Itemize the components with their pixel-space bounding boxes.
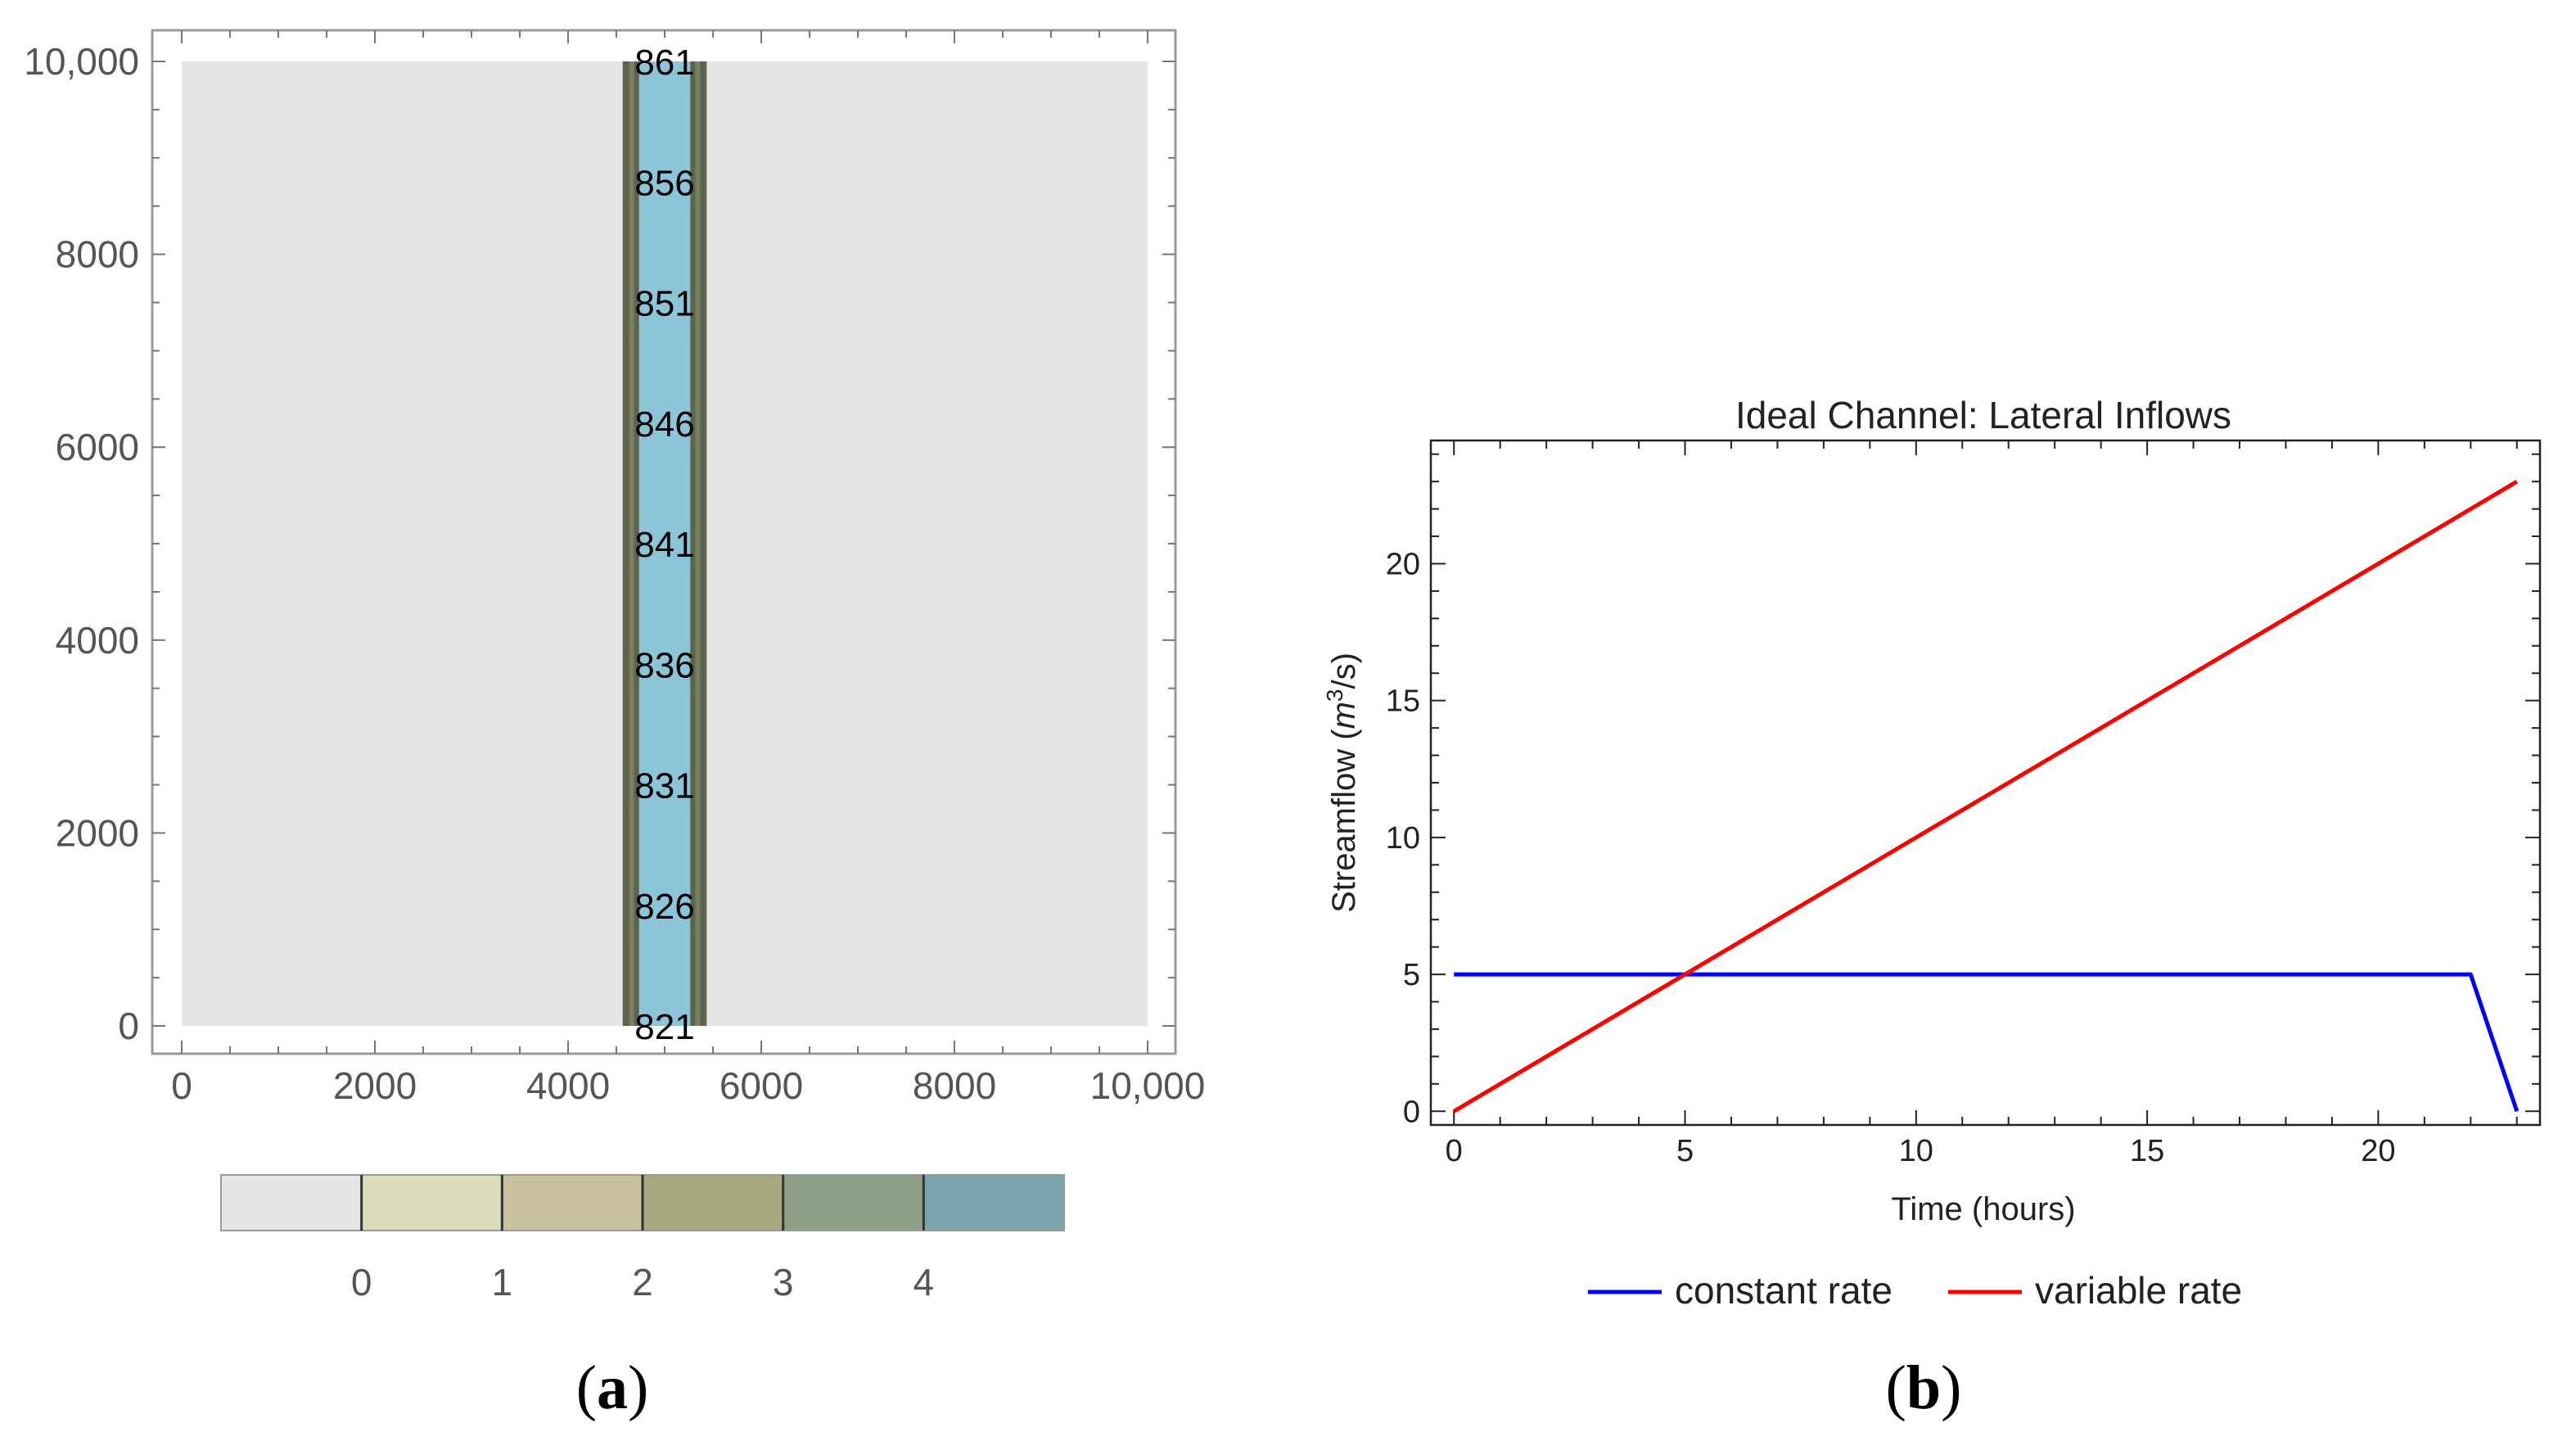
x-tick-label: 0 (1446, 1134, 1463, 1168)
panel-a-heatmap: 0 2000 4000 6000 8000 10,000 0 2000 4000 6000 800… (24, 29, 1205, 1422)
panel-a-label: (a) (576, 1353, 649, 1422)
channel-cell-label: 831 (634, 766, 694, 806)
y-tick-label: 10 (1386, 821, 1420, 856)
y-tick-label: 6000 (56, 426, 139, 468)
panel-b-x-tick-labels: 0 5 10 15 20 (1446, 1134, 2396, 1168)
series-line-constant-rate (1454, 972, 2520, 1113)
y-tick-label: 8000 (56, 233, 139, 276)
colorbar-segment (221, 1175, 362, 1231)
x-tick-label: 2000 (333, 1064, 417, 1107)
panel-a-ticks (152, 30, 1175, 1054)
channel-water (638, 61, 691, 1026)
panel-a-x-tick-labels: 0 2000 4000 6000 8000 10,000 (171, 1064, 1205, 1107)
y-tick-label: 2000 (56, 811, 139, 854)
panel-b-y-tick-labels: 0 5 10 15 20 (1386, 547, 1420, 1129)
y-tick-label: 0 (118, 1005, 139, 1047)
y-tick-label: 5 (1403, 958, 1420, 992)
y-axis-label: Streamflow (m3/s) (1322, 653, 1363, 913)
panel-b-label: (b) (1886, 1353, 1962, 1422)
channel-cell-label: 851 (634, 284, 694, 324)
colorbar-tick-label: 0 (351, 1261, 372, 1303)
y-tick-label: 0 (1403, 1095, 1420, 1129)
colorbar-segment (643, 1175, 783, 1231)
chart-title: Ideal Channel: Lateral Inflows (1735, 394, 2231, 436)
x-tick-label: 20 (2361, 1134, 2395, 1168)
panel-b-ticks (1431, 440, 2540, 1125)
y-tick-label: 15 (1386, 684, 1420, 719)
channel-bank-right-shade (695, 61, 701, 1026)
colorbar-tick-label: 1 (492, 1261, 513, 1303)
channel-strip (622, 61, 707, 1026)
channel-cell-label: 856 (634, 163, 694, 203)
legend: constant rate variable rate (1588, 1269, 2242, 1312)
y-tick-label: 10,000 (24, 40, 139, 83)
series-line-variable-rate (1452, 480, 2519, 1113)
legend-label-variable-rate: variable rate (2035, 1269, 2242, 1312)
x-tick-label: 10,000 (1090, 1064, 1206, 1107)
channel-cell-label: 836 (634, 645, 694, 685)
colorbar-segment (923, 1175, 1064, 1231)
channel-cell-label: 826 (634, 887, 694, 927)
x-tick-label: 4000 (526, 1064, 610, 1107)
x-axis-label: Time (hours) (1891, 1191, 2075, 1227)
y-tick-label: 4000 (56, 619, 139, 662)
legend-label-constant-rate: constant rate (1675, 1269, 1893, 1312)
colorbar-tick-label: 2 (632, 1261, 653, 1303)
x-tick-label: 5 (1676, 1134, 1694, 1168)
channel-cell-label: 846 (634, 404, 694, 445)
panel-b-series (1452, 480, 2520, 1113)
colorbar-segment (361, 1175, 503, 1231)
channel-bank-left-shade (629, 61, 634, 1026)
channel-cell-labels: 821 826 831 836 841 846 851 856 861 (634, 43, 694, 1047)
x-tick-label: 6000 (720, 1064, 803, 1107)
x-tick-label: 10 (1899, 1134, 1933, 1168)
colorbar-segment (502, 1175, 643, 1231)
channel-cell-label: 841 (634, 525, 694, 565)
panel-b-plot-frame (1429, 439, 2542, 1127)
panel-b-line-chart: Ideal Channel: Lateral Inflows 0 5 10 15 20 … (1322, 394, 2542, 1422)
channel-cell-label: 861 (634, 43, 694, 83)
channel-cell-label: 821 (634, 1007, 694, 1047)
y-tick-label: 20 (1386, 547, 1420, 581)
x-tick-label: 8000 (913, 1064, 996, 1107)
colorbar-tick-label: 3 (773, 1261, 794, 1303)
x-tick-label: 0 (171, 1064, 192, 1107)
colorbar-tick-label: 4 (914, 1261, 935, 1303)
colorbar-segment (783, 1175, 924, 1231)
panel-a-y-tick-labels: 0 2000 4000 6000 8000 10,000 (24, 40, 139, 1047)
x-tick-label: 15 (2130, 1134, 2164, 1168)
colorbar-legend: 0 1 2 3 4 (220, 1174, 1065, 1303)
